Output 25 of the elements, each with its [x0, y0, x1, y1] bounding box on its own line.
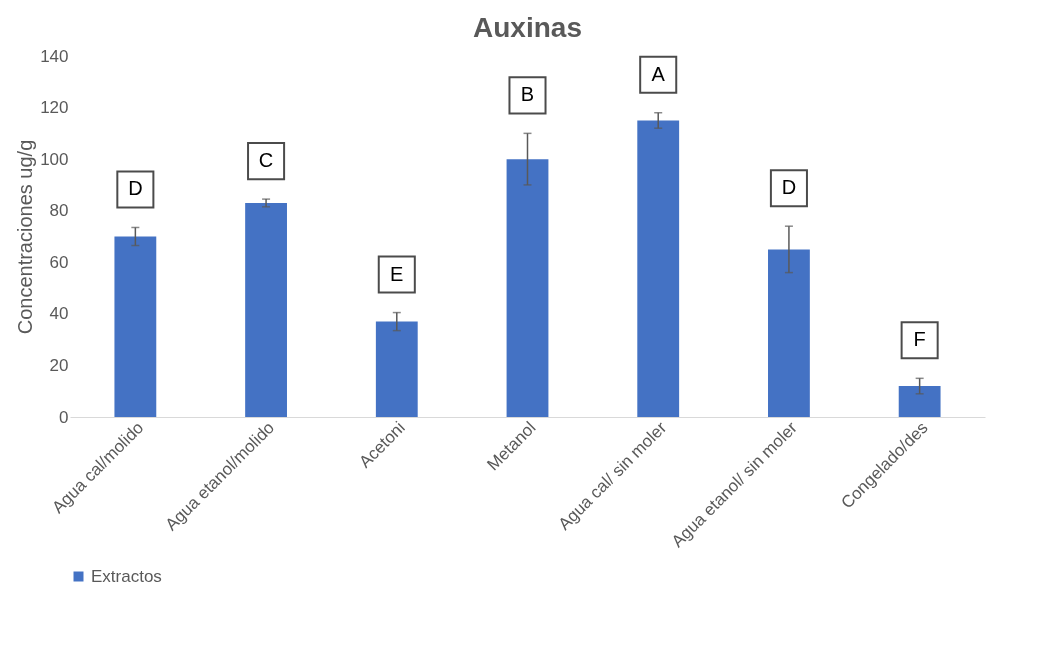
y-tick-label: 40	[49, 304, 69, 324]
bar	[375, 321, 418, 417]
annotation: A	[651, 62, 666, 85]
y-tick-label: 80	[49, 201, 69, 221]
bar	[506, 159, 549, 417]
bar	[898, 386, 941, 417]
y-tick-label: 0	[59, 407, 69, 427]
y-tick-label: 100	[40, 149, 69, 169]
bar	[768, 249, 810, 417]
y-tick-label: 20	[49, 355, 69, 375]
annotation: F	[913, 328, 926, 351]
y-tick-label: 120	[40, 98, 69, 118]
y-tick-label: 60	[49, 252, 69, 272]
bar	[114, 236, 157, 417]
annotation: E	[390, 262, 404, 285]
legend-label: Extractos	[91, 566, 162, 586]
y-axis-title: Concentraciones ug/g	[14, 139, 37, 335]
y-tick-label: 140	[40, 46, 69, 66]
annotation: D	[128, 177, 143, 200]
bar	[637, 120, 680, 417]
annotation: D	[781, 176, 797, 199]
annotation: B	[520, 83, 535, 106]
chart-title: Auxinas	[473, 12, 582, 43]
bar	[245, 202, 287, 417]
annotation: C	[258, 149, 274, 172]
